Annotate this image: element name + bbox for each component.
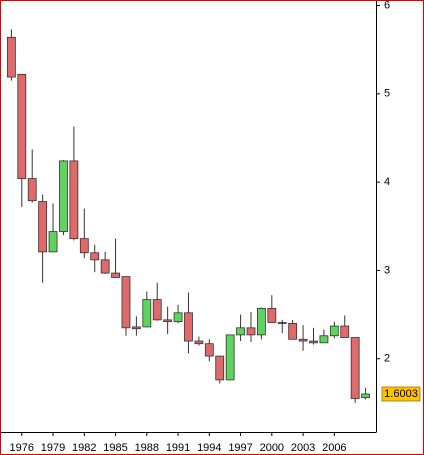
candle-body: [215, 355, 225, 381]
candle-body: [152, 299, 162, 321]
candle-body: [288, 322, 298, 340]
candle-body: [79, 238, 89, 254]
x-tick-label: 1976: [10, 442, 34, 454]
y-tick-label: 4: [384, 176, 390, 188]
candle-body: [121, 276, 131, 329]
candle-body: [48, 231, 58, 253]
candle-body: [309, 340, 318, 344]
candle-body: [194, 340, 204, 345]
x-tick-label: 1979: [41, 442, 65, 454]
y-tick-label: 5: [384, 88, 390, 100]
x-tick-label: 2006: [322, 442, 346, 454]
candle-body: [173, 312, 183, 323]
candle-body: [90, 252, 100, 261]
last-price-box: [381, 386, 421, 402]
candle-body: [111, 272, 120, 278]
candle-body: [17, 74, 27, 179]
candle-body: [59, 160, 68, 232]
candle-body: [319, 335, 329, 344]
y-tick-label: 2: [384, 353, 390, 365]
candle-body: [100, 259, 110, 274]
y-tick-label: 3: [384, 264, 390, 276]
candle-body: [204, 343, 214, 357]
y-tick-label: 6: [384, 0, 390, 11]
candle-body: [69, 160, 79, 240]
candle-body: [277, 322, 287, 324]
candle-body: [142, 299, 152, 328]
x-tick-label: 1988: [135, 442, 159, 454]
candle-body: [6, 36, 16, 78]
candle-body: [340, 325, 350, 338]
candle-body: [246, 327, 256, 336]
candle-body: [131, 326, 141, 330]
x-tick-label: 1994: [197, 442, 221, 454]
x-tick-label: 2000: [260, 442, 284, 454]
candle-body: [329, 325, 339, 337]
candle-body: [267, 307, 277, 323]
candle-body: [27, 178, 37, 202]
last-price-label: 1.6003: [384, 388, 418, 400]
x-tick-label: 1991: [166, 442, 190, 454]
candle-body: [225, 334, 235, 381]
candle-body: [350, 337, 360, 399]
candle-body: [184, 312, 193, 342]
x-tick-label: 2003: [291, 442, 315, 454]
candle-body: [236, 327, 245, 336]
x-tick-label: 1982: [72, 442, 96, 454]
x-tick-label: 1997: [228, 442, 252, 454]
candle-body: [361, 393, 370, 398]
x-tick-label: 1985: [103, 442, 127, 454]
candle-body: [38, 201, 48, 253]
candle-body: [298, 338, 308, 342]
candle-body: [257, 307, 266, 336]
candle-body: [163, 319, 173, 323]
